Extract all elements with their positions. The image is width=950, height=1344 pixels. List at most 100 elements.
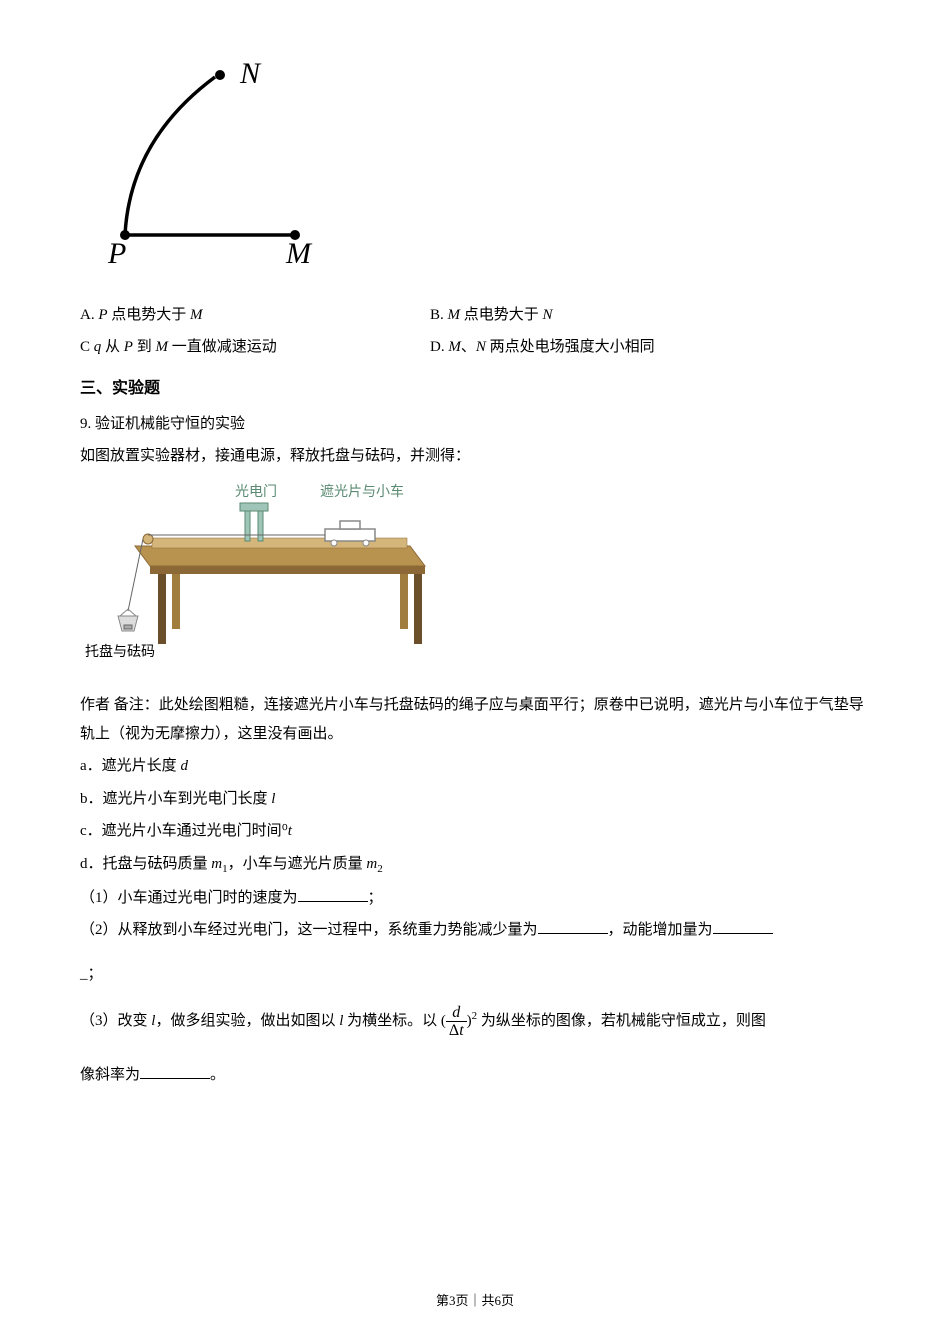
option-b-var1: M: [448, 307, 461, 323]
tray-string-2: [128, 609, 136, 616]
table-edge: [150, 566, 425, 574]
option-c-mid2: 到: [133, 339, 156, 355]
sub3-text2: ，做多组实验，做出如图以: [155, 1013, 339, 1029]
page-footer: 第3页｜共6页: [0, 1289, 950, 1314]
sub3-text4: 为纵坐标的图像，若机械能守恒成立，则图: [481, 1013, 766, 1029]
item-a-text: 遮光片长度: [102, 758, 181, 774]
option-d: D. M、N 两点处电场强度大小相同: [430, 333, 870, 362]
cart-body: [325, 529, 375, 541]
table-top: [135, 546, 425, 566]
sub1-tail: ；: [368, 890, 383, 906]
item-d-text: 托盘与砝码质量: [103, 856, 212, 872]
photogate-top: [240, 503, 268, 511]
item-b: b．遮光片小车到光电门长度 l: [80, 785, 870, 814]
sub3-text5: 像斜率为: [80, 1067, 140, 1083]
sub3: （3）改变 l，做多组实验，做出如图以 l 为横坐标。以 (dΔt)2 为纵坐标…: [80, 1003, 870, 1041]
item-b-label: b．: [80, 791, 103, 807]
table-leg-3: [400, 574, 408, 629]
tray-string-1: [120, 609, 128, 616]
option-a-mid: 点电势大于: [108, 307, 191, 323]
experiment-svg: 光电门 遮光片与小车 托盘与砝码: [80, 481, 430, 671]
item-a-var: d: [180, 758, 188, 774]
cart-wheel-2: [363, 540, 369, 546]
sub2-blank-1[interactable]: [538, 919, 608, 934]
sub2-text: 从释放到小车经过光电门，这一过程中，系统重力势能减少量为: [118, 922, 538, 938]
q9-intro: 如图放置实验器材，接通电源，释放托盘与砝码，并测得：: [80, 442, 870, 471]
sub3-line2: 像斜率为 。: [80, 1061, 870, 1090]
item-c-text: 遮光片小车通过光电门时间: [102, 823, 282, 839]
weight: [124, 625, 132, 629]
item-d-label: d．: [80, 856, 103, 872]
exponent: 2: [472, 1010, 478, 1022]
option-c-var2: P: [124, 339, 133, 355]
item-a-label: a．: [80, 758, 102, 774]
option-b-mid: 点电势大于: [460, 307, 543, 323]
option-a-var2: M: [190, 307, 203, 323]
npm-svg: N P M: [100, 50, 330, 265]
frac-den: Δt: [446, 1022, 467, 1040]
option-a: A. P 点电势大于 M: [80, 301, 430, 330]
fraction: dΔt: [446, 1004, 467, 1040]
cart-wheel-1: [331, 540, 337, 546]
item-d: d．托盘与砝码质量 m1，小车与遮光片质量 m2: [80, 850, 870, 880]
option-c-var3: M: [155, 339, 168, 355]
photogate-post-2: [258, 509, 263, 541]
option-c-prefix: C: [80, 339, 94, 355]
option-d-prefix: D.: [430, 339, 448, 355]
option-b-prefix: B.: [430, 307, 448, 323]
author-note-text: 此处绘图粗糙，连接遮光片小车与托盘砝码的绳子应与桌面平行；原卷中已说明，遮光片与…: [80, 697, 864, 742]
sub2-cont-text: _: [80, 966, 88, 982]
option-a-var1: P: [98, 307, 107, 323]
item-d-sub2: 2: [377, 863, 383, 875]
footer-prefix: 第: [436, 1293, 449, 1308]
sub3-text1: 改变: [118, 1013, 152, 1029]
option-b: B. M 点电势大于 N: [430, 301, 870, 330]
item-d-var2: m: [366, 856, 377, 872]
sub3-text3: 为横坐标。以: [343, 1013, 437, 1029]
table-leg-1: [158, 574, 166, 644]
sub2-cont: _；: [80, 960, 870, 989]
sub2-label: （2）: [80, 922, 118, 938]
item-b-var: l: [271, 791, 275, 807]
sub2-tail: ；: [88, 966, 103, 982]
tray-weights-label: 托盘与砝码: [85, 643, 155, 660]
sub1-blank[interactable]: [298, 887, 368, 902]
experiment-diagram: 光电门 遮光片与小车 托盘与砝码: [80, 481, 870, 682]
sub1: （1）小车通过光电门时的速度为；: [80, 884, 870, 913]
sub2: （2）从释放到小车经过光电门，这一过程中，系统重力势能减少量为 ，动能增加量为: [80, 916, 870, 945]
sub3-label: （3）: [80, 1013, 118, 1029]
photogate-label: 光电门: [235, 484, 277, 500]
footer-suffix: 页: [501, 1293, 514, 1308]
sub2-blank-2[interactable]: [713, 919, 773, 934]
table-leg-4: [414, 574, 422, 644]
point-n: [215, 70, 225, 80]
item-c: c．遮光片小车通过光电门时间⁰t: [80, 817, 870, 846]
frac-t: t: [459, 1022, 463, 1039]
sub3-formula: (dΔt)2: [441, 1003, 477, 1041]
label-n: N: [239, 57, 262, 90]
blocker-cart-label: 遮光片与小车: [320, 483, 404, 500]
option-c-mid: 从: [101, 339, 124, 355]
option-d-after: 两点处电场强度大小相同: [486, 339, 655, 355]
light-blocker: [340, 521, 360, 529]
option-b-var2: N: [543, 307, 553, 323]
author-note-prefix: 作者 备注：: [80, 697, 159, 713]
q9-header: 9. 验证机械能守恒的实验: [80, 410, 870, 439]
sub2-text2: ，动能增加量为: [608, 922, 713, 938]
diagram-npm: N P M: [100, 50, 870, 276]
photogate-post-1: [245, 509, 250, 541]
sub1-label: （1）: [80, 890, 118, 906]
label-p: P: [107, 237, 126, 265]
footer-mid: 页｜共: [455, 1293, 494, 1308]
string-vertical: [128, 539, 143, 611]
q9-number: 9.: [80, 416, 95, 432]
sub3-tail: 。: [210, 1067, 225, 1083]
sub3-blank[interactable]: [140, 1064, 210, 1079]
option-c: C q 从 P 到 M 一直做减速运动: [80, 333, 430, 362]
table-leg-2: [172, 574, 180, 629]
section-3-title: 三、实验题: [80, 374, 870, 404]
curve-pn: [125, 77, 215, 235]
frac-delta: Δ: [449, 1022, 459, 1039]
item-c-var: t: [288, 823, 292, 839]
options-row-2: C q 从 P 到 M 一直做减速运动 D. M、N 两点处电场强度大小相同: [80, 333, 870, 362]
